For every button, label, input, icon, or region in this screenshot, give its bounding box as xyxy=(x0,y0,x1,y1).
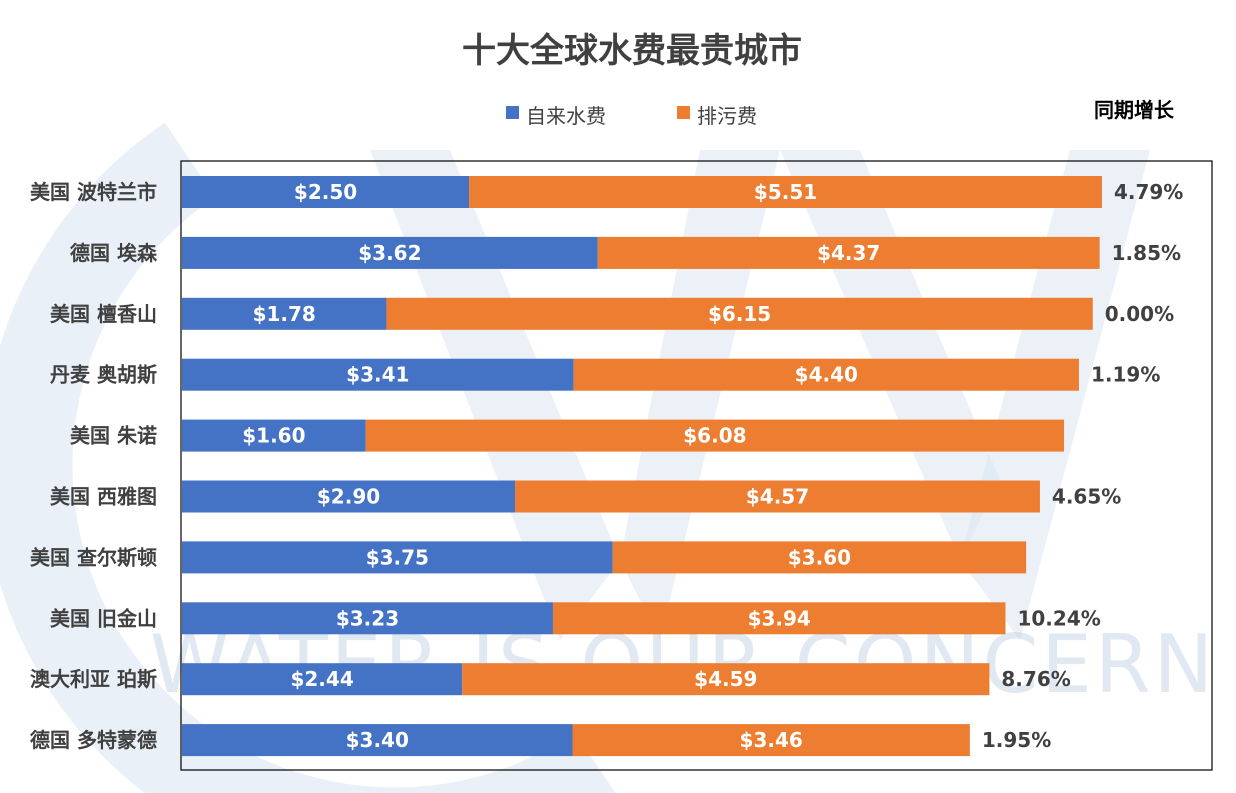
data-label-sewage: $6.15 xyxy=(708,302,771,326)
bar-water xyxy=(182,602,553,635)
data-label-sewage: $3.46 xyxy=(740,728,803,752)
bar-sewage xyxy=(365,419,1065,452)
category-label: 美国 查尔斯顿 xyxy=(30,545,157,569)
chart-title: 十大全球水费最贵城市 xyxy=(462,31,802,71)
data-label-sewage: $4.57 xyxy=(746,485,809,509)
bar-sewage xyxy=(386,297,1093,330)
bar-sewage xyxy=(462,663,990,696)
data-label-sewage: $3.94 xyxy=(748,606,811,630)
bar-sewage xyxy=(572,724,970,757)
bar-sewage xyxy=(469,176,1102,208)
growth-label: 1.19% xyxy=(1091,363,1160,387)
bar-sewage xyxy=(597,236,1100,269)
legend-swatch-sewage xyxy=(677,106,690,119)
bar-water xyxy=(182,419,366,452)
category-label: 美国 朱诺 xyxy=(70,424,157,448)
data-label-sewage: $4.59 xyxy=(694,667,757,691)
bars: 美国 波特兰市 $2.50 $5.51 4.79% 德国 埃森 $3.62 $4.37 1.8… xyxy=(30,176,1183,757)
growth-label: 1.95% xyxy=(982,728,1051,752)
bar-water xyxy=(182,297,387,330)
growth-header: 同期增长 xyxy=(1094,98,1175,122)
legend-label-water: 自来水费 xyxy=(526,104,606,128)
category-label: 德国 多特蒙德 xyxy=(30,728,157,752)
category-label: 美国 檀香山 xyxy=(50,302,157,326)
bar-sewage xyxy=(515,480,1040,513)
data-label-sewage: $4.40 xyxy=(795,363,858,387)
legend-label-sewage: 排污费 xyxy=(697,104,757,128)
category-label: 美国 旧金山 xyxy=(50,606,157,630)
bar-sewage xyxy=(612,541,1027,574)
category-label: 美国 波特兰市 xyxy=(30,180,157,204)
bar-sewage xyxy=(573,358,1079,391)
bar-water xyxy=(182,541,613,574)
data-label-water: $2.90 xyxy=(317,485,380,509)
growth-label: 1.85% xyxy=(1112,241,1181,265)
bar-water xyxy=(182,663,463,696)
data-label-sewage: $6.08 xyxy=(683,424,746,448)
data-label-sewage: $4.37 xyxy=(817,241,880,265)
bar-water xyxy=(182,236,598,269)
legend: 自来水费 排污费 xyxy=(506,104,757,128)
growth-label: 0.00% xyxy=(1105,302,1174,326)
data-label-water: $3.40 xyxy=(346,728,409,752)
bar-sewage xyxy=(552,602,1006,635)
legend-swatch-water xyxy=(506,106,519,119)
bar-water xyxy=(182,176,470,208)
data-label-water: $2.50 xyxy=(294,180,357,204)
data-label-water: $1.60 xyxy=(242,424,305,448)
data-label-water: $3.23 xyxy=(336,606,399,630)
growth-label: 8.76% xyxy=(1001,667,1070,691)
growth-label: 4.79% xyxy=(1114,180,1183,204)
data-label-sewage: $5.51 xyxy=(754,180,817,204)
category-label: 美国 西雅图 xyxy=(50,485,157,509)
data-label-water: $3.75 xyxy=(366,545,429,569)
growth-label: 10.24% xyxy=(1017,606,1100,630)
bar-water xyxy=(182,358,574,391)
category-label: 澳大利亚 珀斯 xyxy=(30,667,157,691)
data-label-water: $2.44 xyxy=(290,667,353,691)
data-label-water: $3.41 xyxy=(346,363,409,387)
category-label: 丹麦 奥胡斯 xyxy=(50,363,157,387)
data-label-water: $1.78 xyxy=(253,302,316,326)
data-label-water: $3.62 xyxy=(358,241,421,265)
bar-water xyxy=(182,724,573,757)
bar-water xyxy=(182,480,516,513)
category-label: 德国 埃森 xyxy=(70,241,158,265)
growth-label: 4.65% xyxy=(1052,485,1121,509)
plot-area xyxy=(180,160,1213,771)
data-label-sewage: $3.60 xyxy=(788,545,851,569)
